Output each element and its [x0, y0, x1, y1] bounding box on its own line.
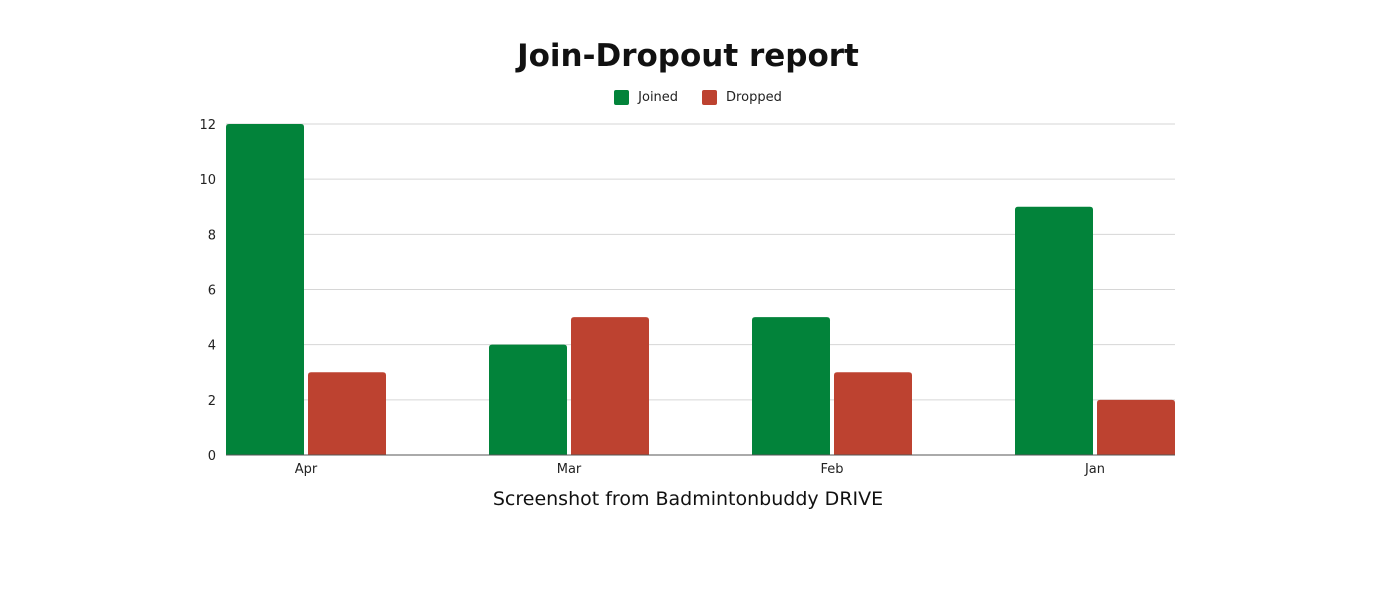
legend-item-dropped[interactable]: Dropped	[702, 90, 782, 105]
bar-dropped-mar[interactable]	[571, 317, 649, 455]
y-tick-label-2: 2	[208, 394, 216, 409]
y-tick-label-8: 8	[208, 228, 216, 243]
legend-item-joined[interactable]: Joined	[614, 90, 678, 105]
legend: Joined Dropped	[0, 90, 1396, 105]
legend-label-dropped: Dropped	[726, 90, 782, 105]
bar-dropped-feb[interactable]	[834, 372, 912, 455]
caption: Screenshot from Badmintonbuddy DRIVE	[492, 488, 884, 510]
bar-dropped-apr[interactable]	[308, 372, 386, 455]
x-tick-label-mar: Mar	[557, 462, 582, 477]
legend-swatch-dropped	[702, 90, 718, 105]
bar-joined-mar[interactable]	[489, 344, 567, 455]
bar-joined-jan[interactable]	[1015, 206, 1093, 455]
x-tick-label-apr: Apr	[295, 462, 318, 477]
y-tick-label-0: 0	[208, 449, 216, 464]
chart-title: Join-Dropout report	[517, 38, 859, 74]
y-tick-label-4: 4	[208, 339, 216, 354]
x-tick-label-jan: Jan	[1084, 462, 1105, 477]
y-tick-label-10: 10	[199, 173, 216, 188]
bar-joined-feb[interactable]	[752, 317, 830, 455]
legend-label-joined: Joined	[638, 90, 679, 105]
bar-joined-apr[interactable]	[226, 124, 304, 455]
y-tick-label-12: 12	[199, 118, 216, 133]
legend-swatch-joined	[614, 90, 630, 105]
bar-dropped-jan[interactable]	[1097, 399, 1175, 455]
x-tick-label-feb: Feb	[820, 462, 843, 477]
y-tick-label-6: 6	[208, 284, 216, 299]
